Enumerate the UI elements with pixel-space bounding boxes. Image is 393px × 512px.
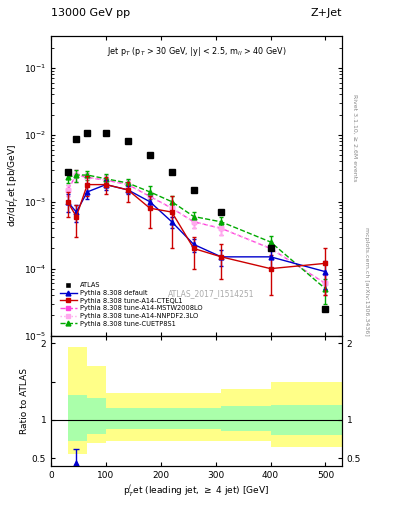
ATLAS <box>147 152 152 158</box>
Text: Jet p$_T$ (p$_T$ > 30 GeV, |y| < 2.5, m$_{ll}$ > 40 GeV): Jet p$_T$ (p$_T$ > 30 GeV, |y| < 2.5, m$… <box>107 45 286 58</box>
X-axis label: p$_T^{j}$et (leading jet, $\geq$ 4 jet) [GeV]: p$_T^{j}$et (leading jet, $\geq$ 4 jet) … <box>123 482 270 499</box>
Text: mcplots.cern.ch [arXiv:1306.3436]: mcplots.cern.ch [arXiv:1306.3436] <box>364 227 369 336</box>
ATLAS <box>169 168 174 175</box>
Text: 13000 GeV pp: 13000 GeV pp <box>51 8 130 18</box>
Legend: ATLAS, Pythia 8.308 default, Pythia 8.308 tune-A14-CTEQL1, Pythia 8.308 tune-A14: ATLAS, Pythia 8.308 default, Pythia 8.30… <box>57 280 205 329</box>
Line: ATLAS: ATLAS <box>64 130 329 312</box>
Y-axis label: Ratio to ATLAS: Ratio to ATLAS <box>20 368 29 434</box>
Text: Rivet 3.1.10, ≥ 2.6M events: Rivet 3.1.10, ≥ 2.6M events <box>352 95 357 182</box>
ATLAS <box>104 130 108 136</box>
Y-axis label: d$\sigma$/dp$_T^{j}$et [pb/GeV]: d$\sigma$/dp$_T^{j}$et [pb/GeV] <box>5 144 21 227</box>
ATLAS <box>323 306 328 312</box>
ATLAS <box>74 136 79 142</box>
Text: ATLAS_2017_I1514251: ATLAS_2017_I1514251 <box>168 289 254 298</box>
ATLAS <box>191 187 196 193</box>
ATLAS <box>65 168 70 175</box>
ATLAS <box>268 245 273 251</box>
ATLAS <box>85 130 90 136</box>
ATLAS <box>125 138 130 144</box>
ATLAS <box>219 209 224 215</box>
Text: Z+Jet: Z+Jet <box>310 8 342 18</box>
